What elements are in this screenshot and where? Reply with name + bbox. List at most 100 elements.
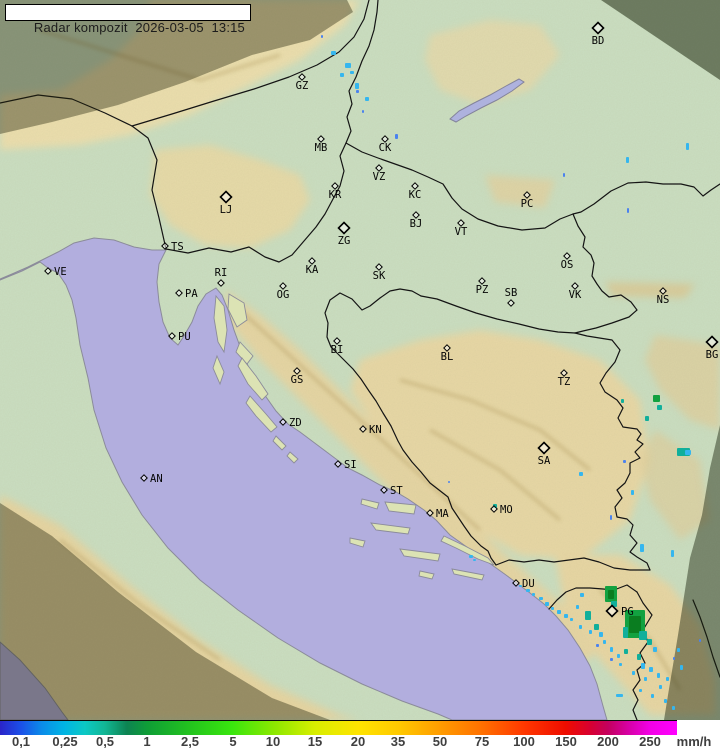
city-label-MA: MA — [436, 508, 449, 520]
precipitation-echo — [564, 614, 568, 618]
precipitation-echo — [657, 673, 660, 678]
precipitation-echo — [666, 677, 669, 681]
precipitation-echo — [647, 639, 652, 645]
precipitation-echo — [345, 63, 351, 68]
precipitation-echo — [331, 51, 336, 55]
legend-unit-label: mm/h — [676, 734, 712, 749]
city-label-PA: PA — [185, 288, 198, 300]
city-marker-TS — [161, 242, 169, 250]
city-label-KR: KR — [329, 189, 342, 201]
city-marker-BG — [705, 335, 719, 349]
precipitation-echo — [365, 97, 369, 101]
precipitation-echo — [589, 630, 592, 634]
precipitation-echo — [649, 667, 653, 672]
islands — [212, 293, 495, 581]
city-label-DU: DU — [522, 578, 535, 590]
city-label-AN: AN — [150, 473, 163, 485]
city-marker-CK — [381, 135, 389, 143]
precipitation-echo — [448, 481, 450, 483]
precipitation-echo — [645, 416, 649, 421]
city-marker-RI — [217, 279, 225, 287]
city-label-CK: CK — [379, 142, 392, 154]
precipitation-echo — [350, 71, 354, 74]
precipitation-echo — [557, 610, 561, 614]
precipitation-echo — [579, 472, 583, 476]
precipitation-echo — [610, 647, 613, 652]
city-marker-MO — [490, 505, 498, 513]
precipitation-echo — [610, 658, 613, 661]
precipitation-echo — [610, 515, 612, 520]
city-label-PZ: PZ — [476, 284, 489, 296]
legend-label-35: 35 — [390, 734, 406, 749]
precipitation-echo — [616, 694, 623, 697]
city-markers: GZ BD MB CK VZ KR KC LJ PC BJ VT ZG TS OS VE KA SK PA OG RI… — [44, 21, 719, 618]
radar-map-canvas: GZ BD MB CK VZ KR KC LJ PC BJ VT ZG TS OS VE KA SK PA OG RI… — [0, 0, 720, 720]
city-label-VT: VT — [455, 226, 468, 238]
precipitation-echoes — [321, 35, 701, 710]
precipitation-echo — [672, 706, 675, 710]
precipitation-echo — [526, 589, 530, 592]
city-marker-SI — [334, 460, 342, 468]
precipitation-echo — [664, 699, 667, 703]
city-label-SA: SA — [538, 455, 551, 467]
precipitation-echo — [619, 663, 622, 666]
precipitation-echo — [657, 405, 662, 410]
precipitation-echo — [356, 90, 359, 93]
city-marker-DU — [512, 579, 520, 587]
legend-label-1: 1 — [143, 734, 151, 749]
city-label-NS: NS — [657, 294, 670, 306]
legend-label-100: 100 — [513, 734, 535, 749]
city-label-MB: MB — [315, 142, 328, 154]
precipitation-echo — [340, 73, 344, 77]
tyrrhenian-sea — [0, 641, 69, 720]
precipitation-echo — [640, 544, 644, 552]
city-label-SI: SI — [344, 459, 357, 471]
legend-label-200: 200 — [597, 734, 619, 749]
precipitation-echo — [677, 648, 680, 652]
precipitation-echo — [686, 143, 689, 150]
precipitation-echo — [623, 460, 626, 463]
city-marker-PU — [168, 332, 176, 340]
city-label-LJ: LJ — [220, 204, 233, 216]
legend-label-5: 5 — [229, 734, 237, 749]
city-marker-BL — [443, 344, 451, 352]
city-label-KA: KA — [306, 264, 319, 276]
city-label-BL: BL — [441, 351, 454, 363]
city-marker-ZD — [279, 418, 287, 426]
precipitation-echo — [355, 83, 359, 89]
legend-label-75: 75 — [474, 734, 490, 749]
precipitation-echo — [651, 694, 654, 698]
precipitation-echo — [594, 624, 599, 630]
precipitation-echo — [469, 555, 473, 558]
city-label-BI: BI — [331, 344, 344, 356]
city-marker-PA — [175, 289, 183, 297]
precipitation-echo — [362, 110, 364, 113]
precipitation-echo — [680, 665, 683, 670]
city-marker-BJ — [412, 211, 420, 219]
precipitation-echo — [603, 640, 606, 644]
city-label-RI: RI — [215, 267, 228, 279]
city-marker-AN — [140, 474, 148, 482]
precipitation-echo — [653, 647, 657, 652]
adriatic-sea — [0, 237, 608, 720]
legend-label-0_25: 0,25 — [52, 734, 78, 749]
precipitation-echo — [637, 654, 641, 660]
precipitation-echo — [532, 593, 535, 596]
city-marker-NS — [659, 287, 667, 295]
precipitation-echo — [580, 593, 584, 597]
city-marker-KR — [331, 182, 339, 190]
city-marker-KN — [359, 425, 367, 433]
city-label-ST: ST — [390, 485, 403, 497]
precipitation-echo — [627, 208, 629, 213]
legend-label-15: 15 — [307, 734, 323, 749]
city-label-PG: PG — [621, 606, 634, 618]
city-marker-SB — [507, 299, 515, 307]
city-label-ZD: ZD — [289, 417, 302, 429]
precipitation-echo — [626, 157, 629, 163]
precipitation-echo — [624, 649, 628, 654]
city-label-BJ: BJ — [410, 218, 423, 230]
legend-label-2_5: 2,5 — [180, 734, 200, 749]
city-label-SK: SK — [373, 270, 386, 282]
lake-balaton — [449, 78, 525, 123]
